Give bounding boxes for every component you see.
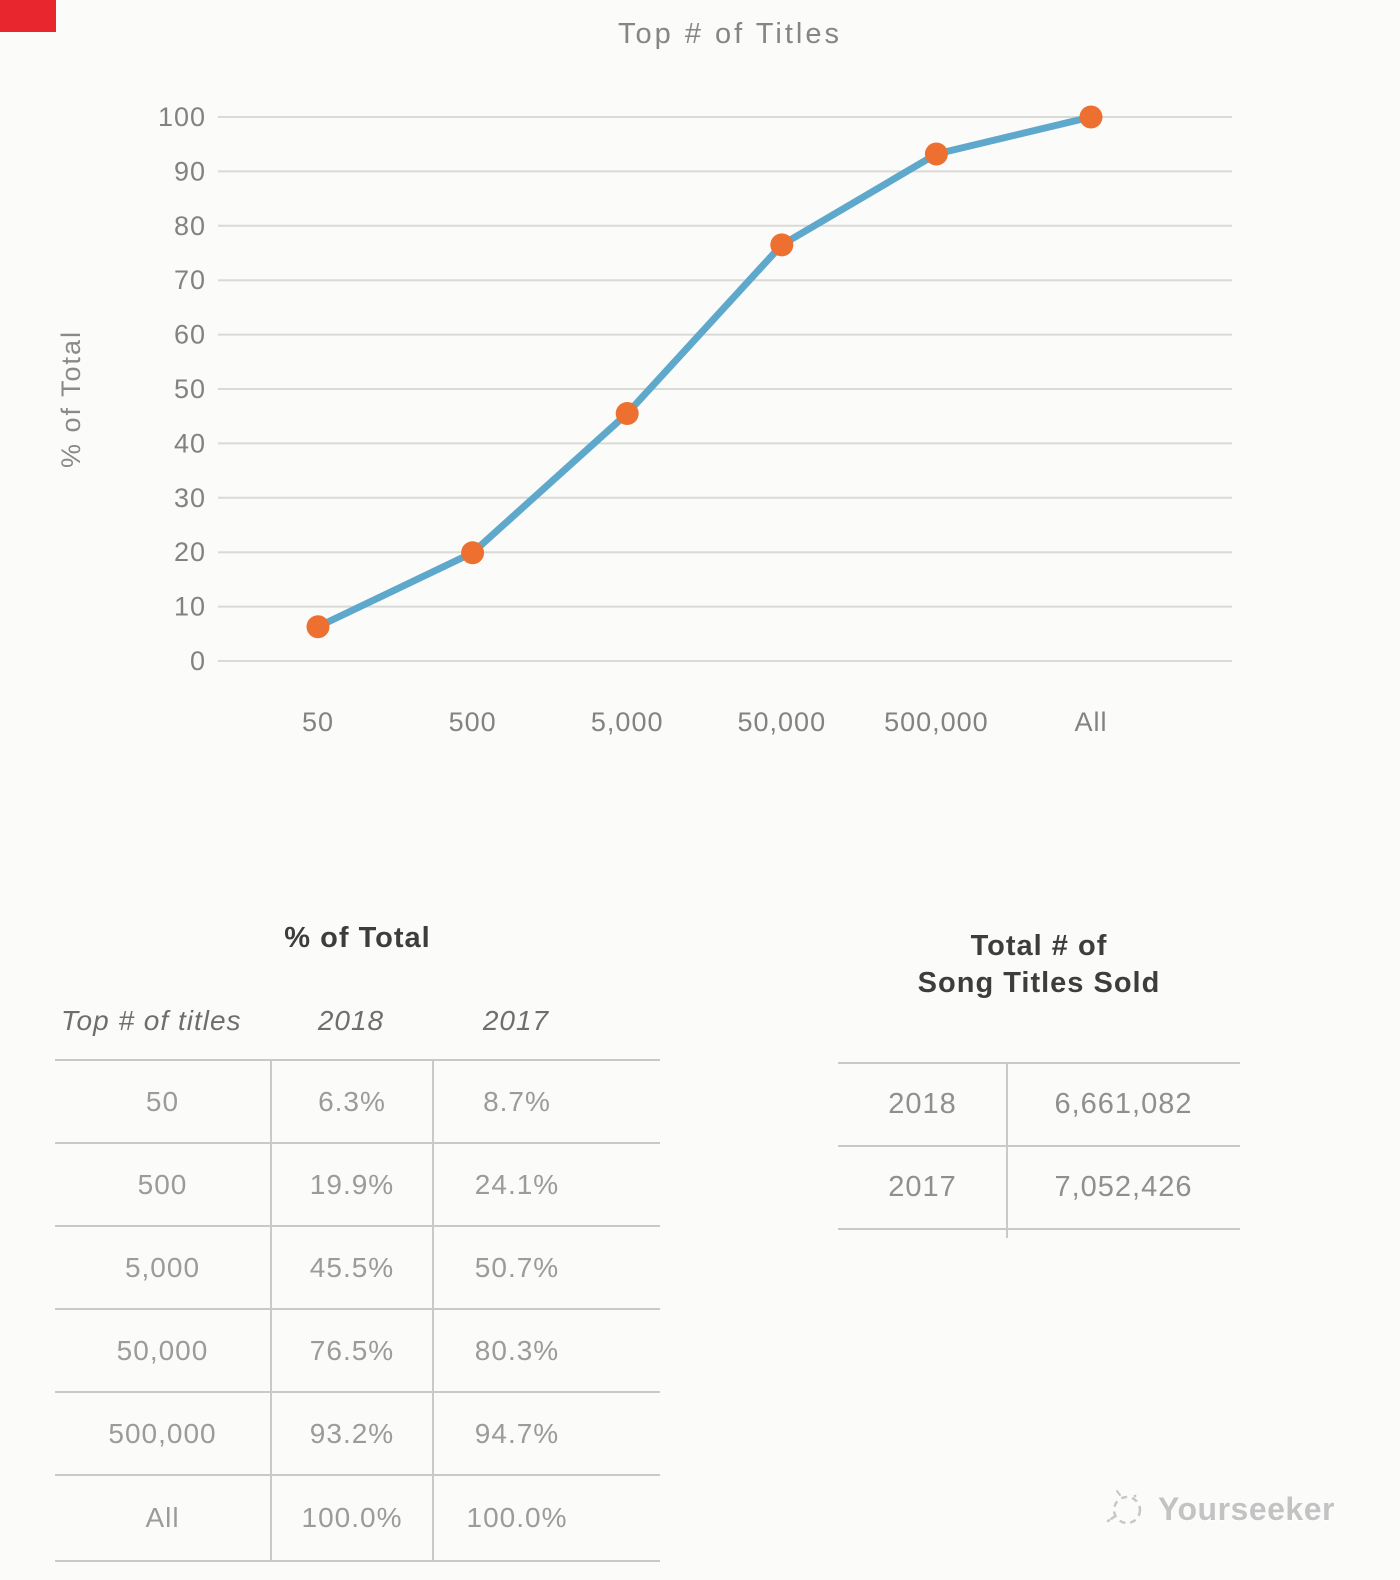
table-title: Total # of Song Titles Sold [838,928,1240,1002]
percent-of-total-table: % of Total Top # of titles 2018 2017 50 6.3… [55,922,660,1562]
x-axis-tick-label: 500,000 [884,707,989,737]
yourseeker-logo-icon [1106,1490,1142,1525]
x-axis-tick-label: 50 [302,707,334,737]
x-axis-tick-label: 50,000 [738,707,827,737]
table-body: 2018 6,661,082 2017 7,052,426 [838,1062,1240,1238]
cell: 19.9% [270,1144,432,1225]
table-row: 50 6.3% 8.7% [55,1061,660,1144]
table-row: 2017 7,052,426 [838,1147,1240,1230]
table-title: % of Total [284,922,431,954]
column-header: Top # of titles [61,1004,242,1036]
cell: 50,000 [116,1334,209,1366]
cell: 80.3% [432,1310,660,1391]
column-header: 2018 [317,1004,385,1036]
cell: 76.5% [270,1310,432,1391]
line-chart: 0 10 20 30 40 50 60 70 80 90 100 50 500 5,000 50,000 50… [158,102,1232,737]
cell: 50 [145,1085,180,1117]
y-axis-tick-label: 80 [174,211,206,241]
y-axis-tick-label: 50 [174,374,206,404]
cell: 93.2% [270,1393,432,1474]
y-axis-tick-label: 40 [174,428,206,458]
y-axis-tick-label: 10 [174,592,206,622]
total-song-titles-table: Total # of Song Titles Sold 2018 6,661,08… [838,928,1240,1238]
red-corner-mark [0,0,56,32]
cell: 500 [137,1168,188,1200]
table-row: All 100.0% 100.0% [55,1476,660,1562]
cell: 100.0% [432,1476,660,1560]
cell: 2017 [888,1171,957,1203]
cell: 50.7% [432,1227,660,1308]
cell: 500,000 [108,1417,217,1449]
cell: 5,000 [124,1251,201,1283]
watermark-label: Yourseeker [1158,1490,1335,1527]
cell: 94.7% [432,1393,660,1474]
x-axis-tick-label: All [1074,707,1107,737]
data-point [924,142,948,166]
chart-title: Top # of Titles [618,18,842,50]
cell: 7,052,426 [1054,1171,1193,1203]
table-body: 50 6.3% 8.7% 500 19.9% 24.1% 5,000 45.5% 50.7% 50… [55,1061,660,1562]
cell: 45.5% [270,1227,432,1308]
cell: 6,661,082 [1054,1088,1193,1120]
table-column-divider [1006,1062,1008,1238]
table-title-line1: Total # of [970,930,1108,962]
cell: 2018 [888,1088,957,1120]
cell: All [145,1502,180,1533]
data-point [1079,105,1103,129]
table-row: 50,000 76.5% 80.3% [55,1310,660,1393]
y-axis-tick-label: 100 [158,102,206,132]
watermark: Yourseeker [1104,1487,1335,1531]
y-axis-tick-label: 90 [174,156,206,186]
table-title-line2: Song Titles Sold [917,967,1161,999]
table-row: 5,000 45.5% 50.7% [55,1227,660,1310]
y-axis-tick-label: 20 [174,537,206,567]
series-line [314,113,1095,631]
x-axis-tick-label: 5,000 [591,707,664,737]
cell: 24.1% [432,1144,660,1225]
table-row: 500,000 93.2% 94.7% [55,1393,660,1476]
data-point [306,615,330,639]
y-axis-tick-label: 30 [174,483,206,513]
table-row: 500 19.9% 24.1% [55,1144,660,1227]
cell: 6.3% [270,1061,432,1142]
cell: 100.0% [270,1476,432,1560]
cell: 8.7% [432,1061,660,1142]
y-axis-tick-label: 0 [190,646,206,676]
data-point [461,541,485,565]
x-axis-tick-label: 500 [449,707,497,737]
column-header: 2017 [482,1004,550,1036]
data-point [770,233,794,257]
y-axis-tick-label: 70 [174,265,206,295]
data-point [615,401,639,425]
table-header-row: Top # of titles 2018 2017 [55,982,660,1061]
table-row: 2018 6,661,082 [838,1064,1240,1147]
y-axis-tick-label: 60 [174,320,206,350]
